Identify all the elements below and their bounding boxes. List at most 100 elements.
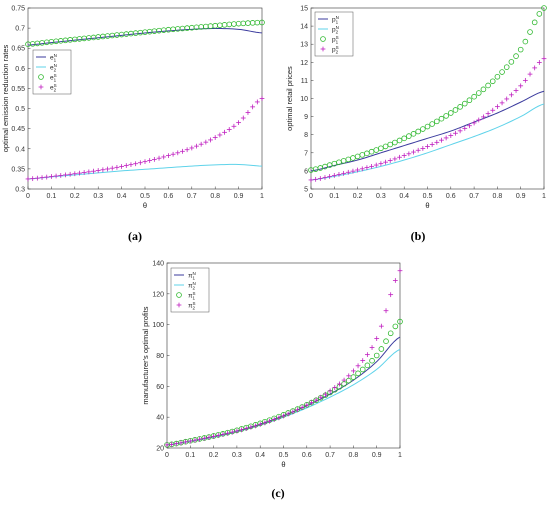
data-point bbox=[351, 368, 356, 374]
data-point bbox=[406, 151, 412, 157]
data-point bbox=[383, 159, 388, 165]
series-p1N bbox=[310, 90, 545, 172]
x-tick-label: 0.7 bbox=[469, 193, 479, 200]
x-tick-label: 0.6 bbox=[164, 193, 174, 200]
legend-item-e2N: e2N bbox=[36, 63, 57, 73]
data-point bbox=[81, 170, 87, 175]
data-point bbox=[253, 423, 258, 429]
data-point bbox=[226, 127, 232, 132]
chart-panel-b: 0 0.1 0.2 0.3 0.4 0.5 0.6 0.7 0.8 0.9 156789101112… bbox=[285, 5, 547, 243]
data-point bbox=[471, 93, 477, 100]
data-point bbox=[378, 145, 384, 152]
data-point bbox=[480, 86, 487, 93]
data-point bbox=[453, 130, 458, 136]
data-point bbox=[299, 405, 305, 410]
data-point bbox=[513, 53, 519, 59]
data-point bbox=[536, 60, 542, 65]
data-point bbox=[114, 164, 120, 170]
data-point bbox=[336, 172, 342, 177]
x-axis-label: θ bbox=[281, 460, 285, 469]
panel-label: (a) bbox=[128, 229, 142, 243]
data-point bbox=[359, 166, 365, 172]
data-point bbox=[161, 154, 167, 160]
legend-label: π1N bbox=[188, 271, 196, 281]
data-point bbox=[245, 110, 251, 115]
panel-label: (b) bbox=[411, 229, 426, 243]
x-tick-label: 0.5 bbox=[423, 193, 433, 200]
data-point bbox=[522, 77, 528, 83]
data-point bbox=[499, 100, 505, 106]
legend-swatch bbox=[320, 36, 326, 42]
series-e1S bbox=[25, 19, 265, 47]
data-point bbox=[331, 173, 337, 178]
data-point bbox=[267, 418, 272, 424]
data-point bbox=[86, 169, 92, 175]
data-point bbox=[34, 175, 40, 181]
x-tick-label: 0.9 bbox=[516, 193, 526, 200]
data-point bbox=[411, 149, 416, 155]
data-point bbox=[429, 121, 435, 127]
legend-label: e2S bbox=[50, 83, 57, 93]
data-point bbox=[489, 78, 496, 85]
data-point bbox=[271, 417, 277, 422]
x-tick-label: 0.2 bbox=[353, 193, 363, 200]
y-tick-label: 0.55 bbox=[11, 86, 25, 93]
legend-swatch bbox=[176, 302, 182, 308]
legend-item-p2N: p2N bbox=[318, 25, 339, 35]
data-point bbox=[30, 176, 36, 182]
y-tick-label: 11 bbox=[301, 78, 308, 85]
data-point bbox=[517, 46, 524, 53]
data-point bbox=[137, 160, 143, 166]
data-point bbox=[211, 434, 216, 439]
y-tick-label: 13 bbox=[300, 42, 308, 49]
data-point bbox=[475, 90, 482, 96]
data-point bbox=[355, 167, 360, 173]
data-point bbox=[360, 358, 366, 363]
data-point bbox=[462, 125, 468, 131]
y-tick-label: 80 bbox=[156, 353, 164, 360]
y-tick-label: 0.5 bbox=[15, 106, 25, 113]
data-point bbox=[527, 29, 533, 35]
data-point bbox=[290, 409, 296, 415]
data-point bbox=[415, 128, 421, 135]
legend-label: p1S bbox=[332, 35, 339, 45]
x-tick-label: 0.5 bbox=[279, 452, 289, 459]
data-point bbox=[39, 175, 45, 181]
data-point bbox=[100, 167, 106, 173]
x-tick-label: 0.3 bbox=[232, 452, 242, 459]
series-line bbox=[310, 103, 545, 181]
y-tick-label: 10 bbox=[300, 96, 308, 103]
data-point bbox=[262, 420, 268, 426]
data-point bbox=[128, 162, 134, 168]
data-point bbox=[373, 147, 380, 153]
data-point bbox=[58, 173, 64, 178]
data-point bbox=[119, 164, 124, 169]
data-point bbox=[392, 156, 398, 162]
data-point bbox=[313, 176, 319, 182]
x-tick-label: 0.2 bbox=[70, 193, 80, 200]
data-point bbox=[368, 148, 375, 155]
data-point bbox=[337, 381, 342, 387]
data-point bbox=[424, 123, 431, 130]
series-e1N bbox=[27, 28, 263, 46]
panel-label: (c) bbox=[271, 486, 284, 500]
data-point bbox=[222, 129, 227, 135]
y-tick-label: 0.4 bbox=[15, 146, 25, 153]
data-point bbox=[215, 433, 221, 438]
y-tick-label: 60 bbox=[156, 384, 164, 391]
data-point bbox=[396, 137, 403, 144]
data-point bbox=[49, 174, 54, 179]
y-tick-label: 14 bbox=[300, 24, 308, 31]
data-point bbox=[295, 407, 300, 413]
data-point bbox=[406, 133, 412, 139]
data-point bbox=[166, 153, 171, 159]
y-axis-label: optimal retail prices bbox=[285, 66, 294, 131]
data-point bbox=[397, 318, 403, 325]
data-point bbox=[485, 82, 491, 89]
series-π2S bbox=[164, 268, 403, 448]
legend-label: π2N bbox=[188, 281, 196, 291]
y-axis-label: manufacturer's optimal profits bbox=[141, 306, 150, 404]
data-point bbox=[541, 56, 547, 62]
legend-item-p1S: p1S bbox=[320, 35, 339, 45]
